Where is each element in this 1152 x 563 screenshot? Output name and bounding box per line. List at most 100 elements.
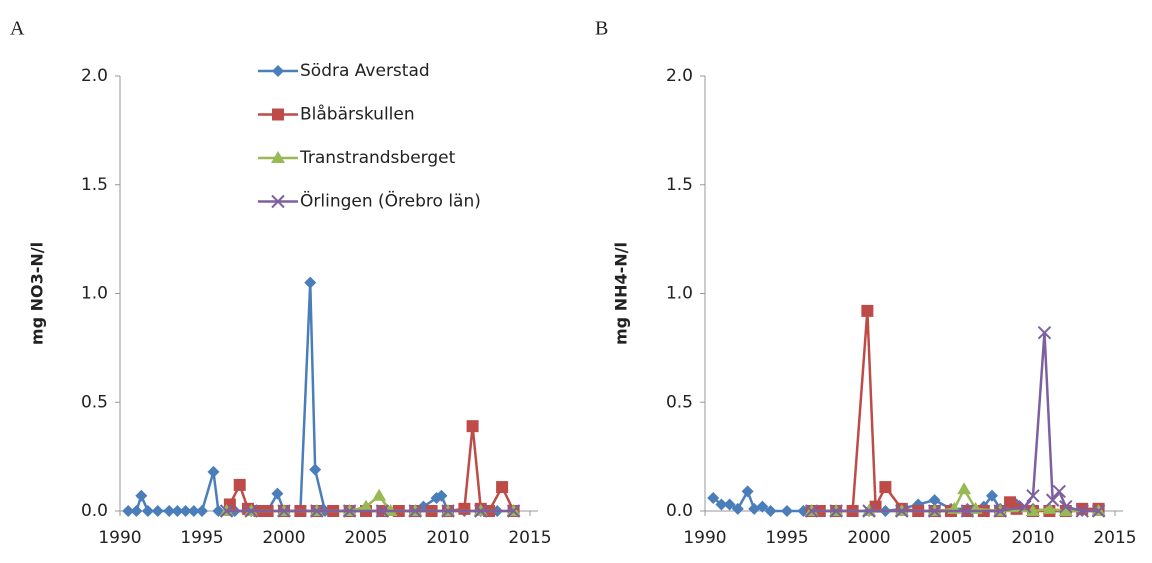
data-point	[310, 504, 324, 518]
x-tick-label: 2015	[508, 528, 551, 548]
data-point	[151, 505, 164, 517]
data-point	[960, 504, 975, 518]
series-line	[811, 309, 1099, 513]
data-point	[171, 505, 184, 517]
data-point	[458, 502, 471, 515]
data-point	[417, 500, 430, 513]
data-point	[928, 494, 941, 507]
y-tick-label: 0.0	[81, 501, 108, 521]
y-tick-label: 2.0	[666, 66, 693, 86]
x-tick-label: 1995	[765, 528, 808, 548]
legend-marker	[272, 108, 284, 121]
data-point	[474, 504, 488, 518]
data-point	[764, 505, 777, 517]
y-tick-label: 1.5	[81, 175, 108, 195]
data-point	[309, 463, 322, 476]
data-point	[1018, 499, 1032, 514]
data-point	[879, 481, 892, 494]
series-line	[228, 424, 515, 513]
legend-label: Örlingen (Örebro län)	[300, 190, 481, 212]
data-point	[707, 491, 720, 504]
data-point	[408, 504, 422, 518]
data-point	[141, 505, 154, 517]
data-point	[187, 505, 200, 517]
data-point	[130, 505, 143, 517]
y-axis-label: mg NO3-N/l	[28, 242, 47, 345]
x-tick-label: 1995	[180, 528, 223, 548]
legend-marker	[271, 151, 285, 163]
data-point	[359, 499, 373, 512]
data-point	[804, 504, 819, 518]
y-tick-label: 0.5	[81, 392, 108, 412]
data-point	[244, 504, 258, 518]
x-tick-label: 1990	[98, 528, 141, 548]
data-point	[1059, 499, 1073, 514]
data-point	[869, 500, 882, 513]
legend-label: Transtrandsberget	[299, 148, 456, 168]
data-point	[179, 505, 192, 517]
data-point	[1052, 484, 1066, 499]
data-point	[196, 505, 208, 517]
data-point	[277, 504, 291, 518]
data-point	[927, 504, 942, 518]
data-point	[957, 482, 972, 495]
data-point	[441, 504, 455, 518]
data-point	[435, 489, 448, 502]
data-point	[715, 498, 728, 511]
data-point	[895, 504, 909, 518]
y-tick-label: 0.5	[666, 392, 693, 412]
data-point	[372, 488, 387, 501]
panel-label: B	[595, 18, 608, 40]
data-point	[756, 500, 769, 513]
data-point	[748, 502, 761, 515]
data-point	[122, 505, 135, 517]
y-tick-label: 1.0	[666, 284, 693, 304]
y-tick-label: 1.5	[666, 175, 693, 195]
data-point	[731, 502, 744, 515]
data-point	[506, 504, 521, 518]
data-point	[163, 505, 176, 517]
data-point	[342, 504, 357, 518]
data-point	[1026, 489, 1040, 503]
legend-label: Södra Averstad	[300, 61, 430, 81]
data-point	[1075, 504, 1089, 518]
data-point	[233, 478, 246, 491]
panel-label: A	[10, 18, 25, 40]
data-point	[741, 485, 754, 498]
data-point	[1045, 493, 1060, 507]
data-point	[781, 505, 793, 517]
data-point	[207, 465, 220, 478]
data-point	[1042, 501, 1057, 514]
data-point	[1091, 504, 1106, 518]
x-tick-label: 2000	[847, 528, 890, 548]
data-point	[861, 304, 874, 317]
data-point	[829, 504, 843, 518]
data-point	[1026, 504, 1040, 516]
data-point	[219, 504, 234, 518]
y-tick-label: 0.0	[666, 501, 693, 521]
x-tick-label: 1990	[683, 528, 726, 548]
x-tick-label: 2000	[262, 528, 305, 548]
y-tick-label: 2.0	[81, 66, 108, 86]
x-tick-label: 2005	[929, 528, 972, 548]
data-point	[993, 504, 1007, 518]
data-point	[1058, 504, 1073, 516]
series-line	[128, 281, 498, 513]
data-point	[986, 489, 998, 502]
data-point	[1037, 325, 1052, 340]
data-point	[135, 489, 148, 502]
data-point	[466, 420, 479, 433]
y-axis-label: mg NH4-N/l	[612, 242, 631, 345]
legend-marker	[271, 194, 285, 209]
y-tick-label: 1.0	[81, 284, 108, 304]
x-tick-label: 2005	[344, 528, 387, 548]
data-point	[271, 487, 284, 500]
data-point	[723, 498, 736, 511]
data-point	[496, 481, 509, 494]
data-point	[862, 504, 876, 518]
data-point	[375, 504, 390, 518]
x-tick-label: 2010	[1011, 528, 1054, 548]
data-point	[304, 276, 317, 289]
x-tick-label: 2010	[426, 528, 469, 548]
